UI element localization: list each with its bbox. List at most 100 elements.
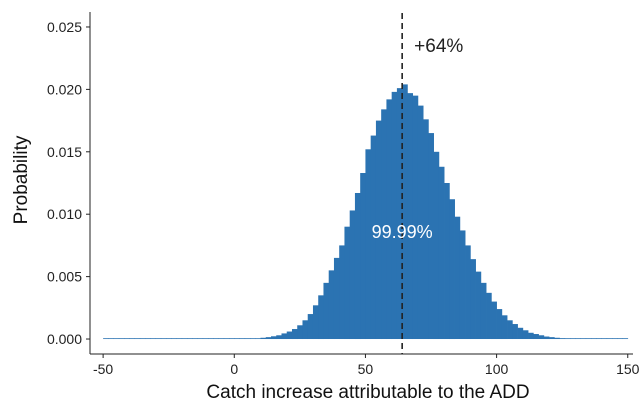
histogram-bar bbox=[423, 119, 429, 340]
y-tick-label: 0.005 bbox=[47, 269, 82, 285]
x-axis-label: Catch increase attributable to the ADD bbox=[206, 382, 529, 403]
x-tick-label: 50 bbox=[358, 361, 374, 377]
x-tick-label: 150 bbox=[616, 361, 640, 377]
histogram-bar bbox=[312, 305, 319, 340]
histogram-bar bbox=[124, 338, 130, 340]
histogram-bar bbox=[549, 337, 555, 340]
histogram-bar bbox=[501, 315, 508, 340]
histogram-bar bbox=[129, 338, 135, 340]
histogram-bar bbox=[517, 327, 524, 340]
histogram-bar bbox=[223, 338, 230, 340]
histogram-bar bbox=[512, 324, 518, 340]
histogram-bar bbox=[134, 338, 141, 340]
histogram-bar bbox=[507, 320, 513, 340]
histogram-bar bbox=[160, 338, 167, 340]
histogram-bar bbox=[103, 338, 109, 340]
histogram-bar bbox=[234, 338, 240, 340]
histogram-bar bbox=[391, 91, 398, 340]
histogram-bar bbox=[459, 230, 466, 340]
histogram-bar bbox=[417, 105, 424, 340]
histogram-bar bbox=[522, 330, 529, 340]
histogram-bar bbox=[208, 338, 214, 340]
histogram-bar bbox=[585, 338, 592, 340]
histogram-bar bbox=[297, 325, 303, 340]
histogram-bar bbox=[339, 245, 345, 340]
histogram-bar bbox=[486, 292, 492, 340]
histogram-bar bbox=[491, 301, 497, 340]
histogram-bar bbox=[213, 338, 219, 340]
histogram-bar bbox=[617, 338, 623, 340]
histogram-bar bbox=[108, 338, 114, 340]
histogram-bar bbox=[354, 192, 361, 340]
histogram-bar bbox=[176, 338, 183, 340]
histogram-bar bbox=[281, 333, 288, 340]
histogram-bar bbox=[412, 95, 419, 340]
histogram-bar bbox=[271, 336, 277, 340]
histogram-bar bbox=[302, 320, 309, 340]
histogram-bar bbox=[365, 149, 372, 340]
histogram-bar bbox=[433, 151, 440, 340]
histogram-bar bbox=[202, 338, 209, 340]
histogram-bar bbox=[323, 282, 330, 340]
histogram-bar bbox=[286, 331, 293, 340]
histogram-bar bbox=[480, 282, 487, 340]
y-tick-label: 0.010 bbox=[47, 206, 82, 222]
histogram-bars bbox=[103, 84, 629, 340]
histogram-bar bbox=[601, 338, 608, 340]
x-tick-label: -50 bbox=[93, 361, 113, 377]
histogram-bar bbox=[475, 271, 482, 340]
histogram-bar bbox=[318, 295, 324, 340]
y-tick-label: 0.015 bbox=[47, 144, 82, 160]
y-tick-label: 0.000 bbox=[47, 331, 82, 347]
histogram-bar bbox=[150, 338, 156, 340]
histogram-bar bbox=[187, 338, 193, 340]
histogram-bar bbox=[454, 216, 461, 340]
histogram-bar bbox=[591, 338, 597, 340]
histogram-bar bbox=[381, 109, 387, 340]
y-tick-label: 0.020 bbox=[47, 81, 82, 97]
histogram-bar bbox=[276, 335, 282, 340]
histogram-bar bbox=[155, 338, 162, 340]
histogram-bar bbox=[449, 199, 455, 340]
histogram-bar bbox=[596, 338, 602, 340]
histogram-bar bbox=[307, 314, 314, 340]
histogram-bar bbox=[622, 338, 629, 340]
area-percent-label: 99.99% bbox=[372, 222, 433, 242]
histogram-bar bbox=[197, 338, 204, 340]
y-axis-label: Probability bbox=[11, 135, 32, 224]
histogram-bar bbox=[407, 93, 414, 340]
histogram-bar bbox=[564, 338, 571, 340]
histogram-bar bbox=[575, 338, 581, 340]
histogram-bar bbox=[402, 84, 408, 340]
x-tick-label: 0 bbox=[230, 361, 238, 377]
histogram-bar bbox=[470, 259, 476, 340]
histogram-bar bbox=[396, 88, 403, 340]
histogram-bar bbox=[349, 210, 356, 340]
histogram-bar bbox=[113, 338, 120, 340]
histogram-bar bbox=[554, 337, 560, 340]
histogram-bar bbox=[171, 338, 177, 340]
histogram-bar bbox=[606, 338, 613, 340]
histogram-bar bbox=[612, 338, 618, 340]
histogram-bar bbox=[465, 245, 471, 340]
histogram-bar bbox=[229, 338, 235, 340]
histogram-bar bbox=[386, 99, 393, 340]
histogram-bar bbox=[250, 338, 256, 340]
histogram-bar bbox=[218, 338, 225, 340]
histogram-bar bbox=[533, 334, 539, 340]
histogram-bar bbox=[428, 133, 434, 340]
tick-labels: -50 0 50 100 150 0.000 0.005 0.010 0.015 0.020 0.0… bbox=[47, 19, 640, 377]
histogram-bar bbox=[496, 309, 503, 340]
histogram-bar bbox=[570, 338, 576, 340]
histogram-bar bbox=[559, 338, 566, 340]
histogram-bar bbox=[360, 173, 366, 340]
histogram-bar bbox=[255, 338, 261, 340]
histogram-bar bbox=[370, 135, 377, 340]
annotations: +64% 99.99% bbox=[372, 13, 463, 354]
histogram-bar bbox=[139, 338, 146, 340]
histogram-bar bbox=[166, 338, 172, 340]
histogram-bar bbox=[538, 335, 545, 340]
y-tick-label: 0.025 bbox=[47, 19, 82, 35]
histogram-bar bbox=[118, 338, 125, 340]
